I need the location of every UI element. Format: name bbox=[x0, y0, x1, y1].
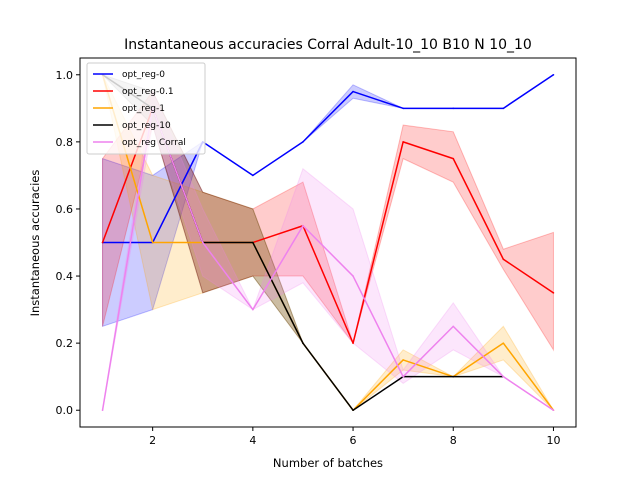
y-tick-label-2: 0.4 bbox=[56, 270, 74, 283]
legend: opt_reg-0 opt_reg-0.1 opt_reg-1 opt_reg-10o… bbox=[86, 62, 206, 155]
point-series-3-3 bbox=[252, 241, 254, 244]
point-series-0-9 bbox=[552, 73, 555, 76]
point-series-4-6 bbox=[402, 375, 404, 378]
legend-label-4: opt_reg Corral bbox=[122, 138, 186, 148]
axes: 2 4 6 8 10 0.0 0.2 0.4 0.6 0.8 1.0 bbox=[56, 57, 577, 447]
point-series-3-5 bbox=[352, 409, 354, 412]
band-series-1 bbox=[102, 90, 554, 352]
point-series-4-9 bbox=[552, 409, 555, 412]
point-series-4-8 bbox=[502, 375, 505, 378]
point-series-1-6 bbox=[402, 141, 404, 143]
x-axis-label: Number of batches bbox=[273, 456, 383, 470]
point-series-3-7 bbox=[452, 375, 455, 378]
legend-label-3: opt_reg-10 bbox=[122, 121, 171, 131]
y-tick-label-3: 0.6 bbox=[56, 203, 74, 216]
y-tick-label-0: 0.0 bbox=[56, 404, 74, 417]
point-series-0-7 bbox=[452, 107, 455, 110]
point-series-2-6 bbox=[402, 359, 404, 361]
point-series-2-1 bbox=[151, 241, 154, 244]
x-tick-label-3: 8 bbox=[450, 434, 457, 447]
x-tick-label-0: 2 bbox=[149, 434, 156, 447]
line-series-4 bbox=[101, 107, 554, 411]
y-tick-label-1: 0.2 bbox=[56, 337, 74, 350]
x-tick-label-4: 10 bbox=[546, 434, 560, 447]
legend-label-2: opt_reg-1 bbox=[122, 104, 165, 114]
point-series-4-5 bbox=[352, 275, 354, 277]
line-series-0 bbox=[102, 74, 554, 244]
point-series-1-8 bbox=[502, 258, 505, 261]
x-tick-label-1: 4 bbox=[249, 434, 256, 447]
point-series-0-4 bbox=[302, 141, 304, 143]
point-series-0-5 bbox=[352, 90, 354, 93]
point-series-4-4 bbox=[302, 224, 304, 227]
legend-label-0: opt_reg-0 bbox=[122, 70, 165, 80]
plot-frame bbox=[79, 57, 577, 428]
point-series-1-7 bbox=[452, 157, 455, 160]
legend-label-1: opt_reg-0.1 bbox=[122, 87, 174, 97]
point-series-0-3 bbox=[252, 174, 254, 177]
y-tick-label-5: 1.0 bbox=[56, 69, 74, 82]
point-series-1-9 bbox=[552, 292, 555, 294]
point-series-4-2 bbox=[201, 241, 204, 244]
point-series-4-0 bbox=[101, 409, 104, 412]
legend-box bbox=[86, 62, 206, 155]
point-series-0-6 bbox=[402, 107, 404, 110]
chart-title: Instantaneous accuracies Corral Adult-10… bbox=[124, 37, 532, 53]
y-tick-label-4: 0.8 bbox=[56, 136, 74, 149]
point-series-1-0 bbox=[101, 241, 104, 244]
point-series-2-8 bbox=[502, 342, 505, 344]
point-series-1-5 bbox=[352, 342, 354, 344]
point-series-0-8 bbox=[502, 107, 505, 110]
point-series-3-4 bbox=[302, 342, 304, 344]
point-series-4-3 bbox=[252, 308, 254, 311]
x-tick-label-2: 6 bbox=[350, 434, 357, 447]
point-series-4-7 bbox=[452, 325, 455, 328]
y-axis-label: Instantaneous accuracies bbox=[28, 170, 42, 317]
